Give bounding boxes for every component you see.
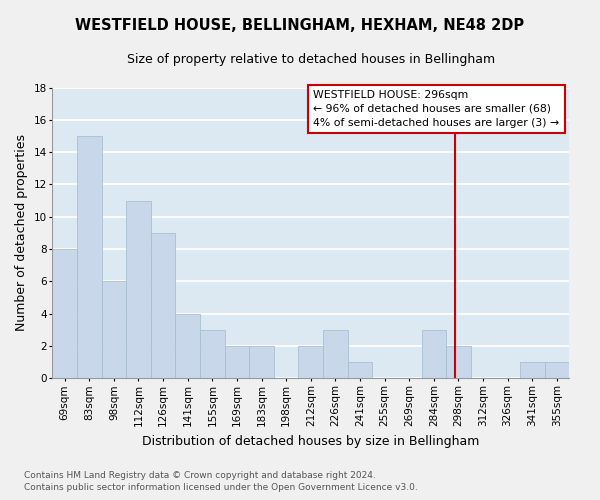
Bar	[347, 362, 372, 378]
Y-axis label: Number of detached properties: Number of detached properties	[15, 134, 28, 332]
Bar	[200, 330, 224, 378]
Bar	[446, 346, 471, 378]
Bar	[151, 233, 175, 378]
Bar	[249, 346, 274, 378]
Text: Contains HM Land Registry data © Crown copyright and database right 2024.
Contai: Contains HM Land Registry data © Crown c…	[24, 471, 418, 492]
X-axis label: Distribution of detached houses by size in Bellingham: Distribution of detached houses by size …	[142, 434, 479, 448]
Bar	[298, 346, 323, 378]
Bar	[545, 362, 569, 378]
Text: WESTFIELD HOUSE: 296sqm
← 96% of detached houses are smaller (68)
4% of semi-det: WESTFIELD HOUSE: 296sqm ← 96% of detache…	[313, 90, 559, 128]
Bar	[101, 282, 126, 378]
Title: Size of property relative to detached houses in Bellingham: Size of property relative to detached ho…	[127, 52, 495, 66]
Bar	[224, 346, 249, 378]
Bar	[77, 136, 101, 378]
Bar	[175, 314, 200, 378]
Bar	[422, 330, 446, 378]
Bar	[520, 362, 545, 378]
Bar	[323, 330, 347, 378]
Bar	[52, 249, 77, 378]
Text: WESTFIELD HOUSE, BELLINGHAM, HEXHAM, NE48 2DP: WESTFIELD HOUSE, BELLINGHAM, HEXHAM, NE4…	[76, 18, 524, 32]
Bar	[126, 200, 151, 378]
